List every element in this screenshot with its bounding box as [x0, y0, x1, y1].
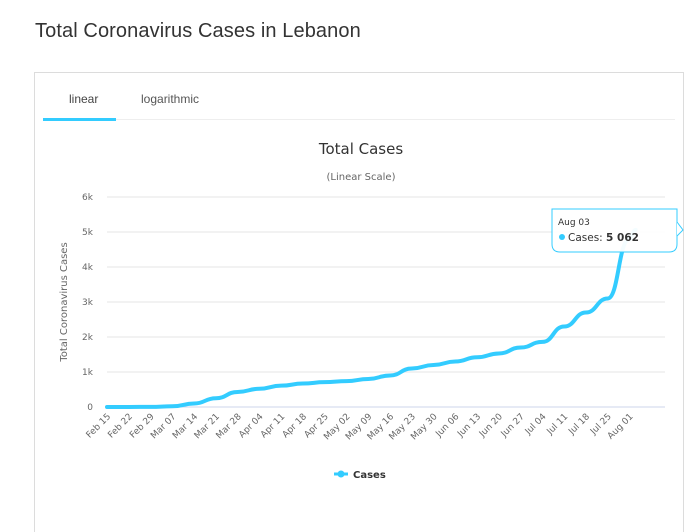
chart-subtitle: (Linear Scale) [327, 172, 396, 183]
tooltip-series-dot-icon [559, 234, 565, 240]
tooltip-content: Cases: 5 062 [568, 232, 639, 244]
x-tick-label: Jun 27 [499, 412, 527, 440]
y-tick-label: 3k [82, 298, 94, 308]
y-axis-title: Total Coronavirus Cases [59, 242, 70, 362]
x-tick-label: Jun 06 [434, 412, 462, 440]
y-tick-label: 4k [82, 263, 94, 273]
y-axis-ticks: 0 1k 2k 3k 4k 5k 6k [82, 193, 94, 413]
active-tab-indicator [43, 118, 116, 121]
y-tick-label: 6k [82, 193, 94, 203]
y-tick-label: 0 [87, 403, 93, 413]
legend-marker-icon [337, 470, 345, 478]
x-tick-label: Jun 20 [477, 412, 505, 440]
x-tick-label: Jun 13 [455, 412, 483, 440]
x-tick-label: Jul 18 [566, 412, 592, 438]
tooltip-date: Aug 03 [558, 218, 590, 228]
chart: Total Cases (Linear Scale) 0 1k 2k 3k 4k 5k 6k… [59, 140, 684, 481]
scale-tabs: linear logarithmic [43, 73, 675, 121]
y-tick-label: 1k [82, 368, 94, 378]
cases-line[interactable] [105, 227, 638, 409]
legend-item-cases[interactable]: Cases [334, 470, 386, 481]
x-tick-label: Jul 11 [545, 412, 571, 438]
y-tick-label: 2k [82, 333, 94, 343]
tab-logarithmic[interactable]: logarithmic [141, 92, 200, 106]
y-gridlines [107, 196, 665, 408]
x-tick-label: Jul 04 [523, 412, 549, 438]
legend-label: Cases [353, 470, 386, 481]
chart-title: Total Cases [318, 140, 404, 158]
y-tick-label: 5k [82, 228, 94, 238]
page-title: Total Coronavirus Cases in Lebanon [35, 20, 361, 42]
tab-linear[interactable]: linear [69, 92, 99, 106]
tooltip: Aug 03 Cases: 5 062 [551, 208, 684, 253]
